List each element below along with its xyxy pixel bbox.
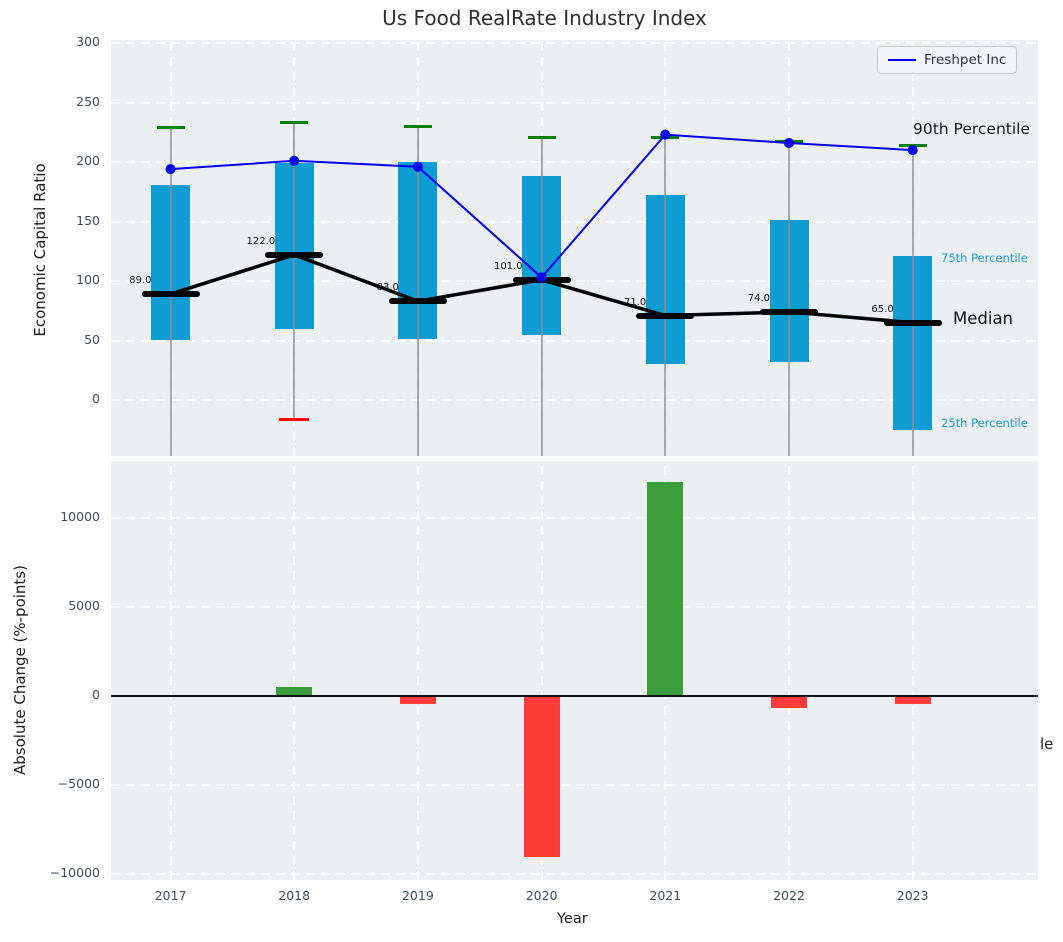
legend-line-sample	[888, 59, 916, 61]
y-tick-label: −5000	[0, 776, 100, 791]
annotation-clipped-text: le	[1040, 735, 1053, 753]
annotation-25th-percentile: 25th Percentile	[941, 416, 1028, 430]
y-tick-label: 0	[0, 687, 100, 702]
annotation-90th-percentile: 90th Percentile	[913, 120, 1030, 138]
y-tick-label: 5000	[0, 598, 100, 613]
freshpet-marker	[166, 164, 176, 174]
y-tick-label: 100	[0, 272, 100, 287]
y-tick-label: 300	[0, 34, 100, 49]
freshpet-line	[171, 135, 913, 278]
y-tick-label: 0	[0, 391, 100, 406]
freshpet-marker	[537, 272, 547, 282]
line-overlay	[111, 40, 1038, 456]
y-tick-label: 50	[0, 332, 100, 347]
x-tick-label: 2022	[754, 888, 824, 903]
freshpet-marker	[289, 156, 299, 166]
y-tick-label: 10000	[0, 509, 100, 524]
gridline-horizontal	[111, 873, 1038, 875]
gridline-horizontal	[111, 784, 1038, 786]
x-tick-label: 2018	[259, 888, 329, 903]
y-tick-label: −10000	[0, 865, 100, 880]
freshpet-marker	[908, 145, 918, 155]
change-bar-negative	[771, 696, 807, 708]
change-bar-negative	[524, 696, 560, 858]
change-bar-negative	[400, 696, 436, 705]
x-axis-label: Year	[557, 911, 588, 927]
gridline-vertical	[788, 461, 790, 880]
legend-label: Freshpet Inc	[924, 52, 1006, 68]
gridline-vertical	[170, 461, 172, 880]
top-axes: 89.0122.083.0101.071.074.065.0	[111, 40, 1038, 456]
gridline-vertical	[417, 461, 419, 880]
gridline-horizontal	[111, 606, 1038, 608]
change-bar-negative	[895, 696, 931, 705]
y-tick-label: 150	[0, 213, 100, 228]
annotation-median: Median	[953, 309, 1013, 328]
x-tick-label: 2020	[507, 888, 577, 903]
x-tick-label: 2021	[630, 888, 700, 903]
y-tick-label: 250	[0, 94, 100, 109]
x-tick-label: 2019	[383, 888, 453, 903]
legend: Freshpet Inc	[877, 46, 1017, 74]
median-trend-line	[171, 255, 913, 323]
zero-line	[111, 695, 1038, 697]
gridline-vertical	[293, 461, 295, 880]
gridline-horizontal	[111, 517, 1038, 519]
chart-title: Us Food RealRate Industry Index	[81, 6, 1008, 30]
gridline-vertical	[912, 461, 914, 880]
y-axis-label-top: Economic Capital Ratio	[31, 163, 49, 336]
annotation-75th-percentile: 75th Percentile	[941, 251, 1028, 265]
x-tick-label: 2023	[878, 888, 948, 903]
y-axis-label-bottom: Absolute Change (%-points)	[11, 565, 29, 775]
y-tick-label: 200	[0, 153, 100, 168]
bottom-axes	[111, 461, 1038, 880]
freshpet-marker	[784, 138, 794, 148]
freshpet-marker	[413, 162, 423, 172]
figure: Us Food RealRate Industry Index 89.0122.…	[0, 0, 1063, 942]
freshpet-marker	[660, 130, 670, 140]
change-bar-positive	[647, 482, 683, 696]
x-tick-label: 2017	[136, 888, 206, 903]
